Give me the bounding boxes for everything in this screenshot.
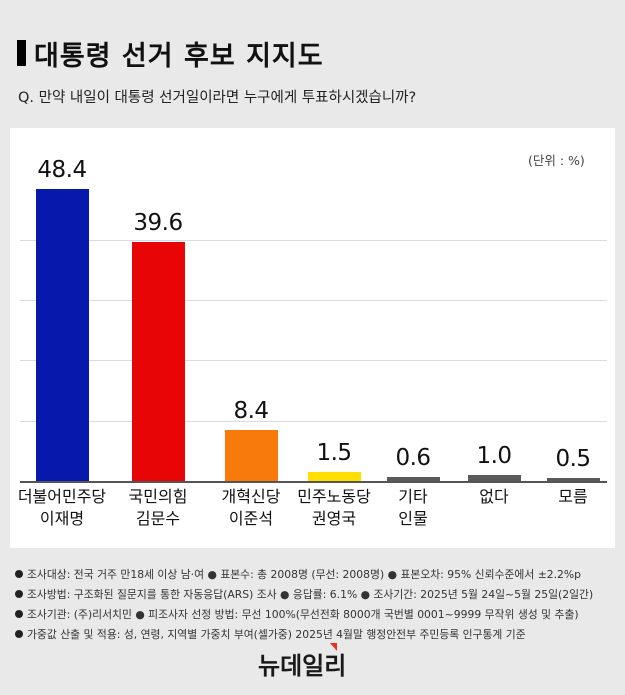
chart-panel — [10, 128, 615, 548]
footnote-line: 조사대상: 전국 거주 만18세 이상 남·여 ● 표본수: 총 2008명 (… — [15, 565, 593, 585]
bar-value-label: 1.5 — [316, 440, 352, 466]
bar-value-label: 1.0 — [476, 443, 512, 469]
footnote-line: 조사기관: (주)리서치민 ● 피조사자 선정 방법: 무선 100%(무선전화… — [15, 605, 593, 625]
x-axis-baseline — [20, 481, 607, 483]
title-marker — [17, 40, 26, 66]
bar-value-label: 8.4 — [233, 398, 269, 424]
footnote-line: 조사방법: 구조화된 질문지를 통한 자동응답(ARS) 조사 ● 응답률: 6… — [15, 585, 593, 605]
gridline — [20, 300, 607, 301]
bar-value-label: 0.5 — [555, 446, 591, 472]
survey-question: Q. 만약 내일이 대통령 선거일이라면 누구에게 투표하시겠습니까? — [18, 90, 417, 106]
unit-label: (단위 : %) — [528, 153, 585, 168]
gridline — [20, 240, 607, 241]
survey-footnotes: 조사대상: 전국 거주 만18세 이상 남·여 ● 표본수: 총 2008명 (… — [15, 565, 593, 645]
bar-value-label: 48.4 — [37, 157, 87, 183]
bullet-icon — [15, 570, 23, 578]
category-label-line: 이준석 — [228, 509, 274, 528]
bar — [225, 430, 278, 481]
category-label-line: 국민의힘 — [128, 487, 188, 506]
category-label-line: 더불어민주당 — [17, 487, 107, 506]
category-label-line: 없다 — [479, 487, 509, 506]
bar-value-label: 39.6 — [133, 210, 183, 236]
bar — [36, 189, 89, 481]
bar — [387, 477, 440, 481]
bar — [468, 475, 521, 481]
bar-value-label: 0.6 — [395, 445, 431, 471]
category-label: 없다 — [444, 486, 544, 508]
category-label-line: 모름 — [558, 487, 588, 506]
category-label-line: 이재명 — [39, 509, 85, 528]
bullet-icon — [15, 590, 23, 598]
category-label-line: 인물 — [398, 509, 428, 528]
bar — [308, 472, 361, 481]
newdaily-logo: 뉴데일리 — [258, 652, 347, 680]
category-label-line: 김문수 — [135, 509, 181, 528]
gridline — [20, 421, 607, 422]
category-label-line: 권영국 — [311, 509, 357, 528]
bar — [132, 242, 185, 481]
category-label: 모름 — [523, 486, 623, 508]
gridline — [20, 360, 607, 361]
category-label-line: 개혁신당 — [221, 487, 281, 506]
logo-accent-icon — [330, 643, 337, 651]
bar — [547, 478, 600, 481]
bullet-icon — [15, 630, 23, 638]
bullet-icon — [15, 610, 23, 618]
chart-title: 대통령 선거 후보 지지도 — [34, 41, 324, 72]
category-label-line: 기타 — [398, 487, 428, 506]
category-label-line: 민주노동당 — [297, 487, 371, 506]
footnote-line: 가중값 산출 및 적용: 성, 연령, 지역별 가중치 부여(셀가중) 2025… — [15, 625, 593, 645]
